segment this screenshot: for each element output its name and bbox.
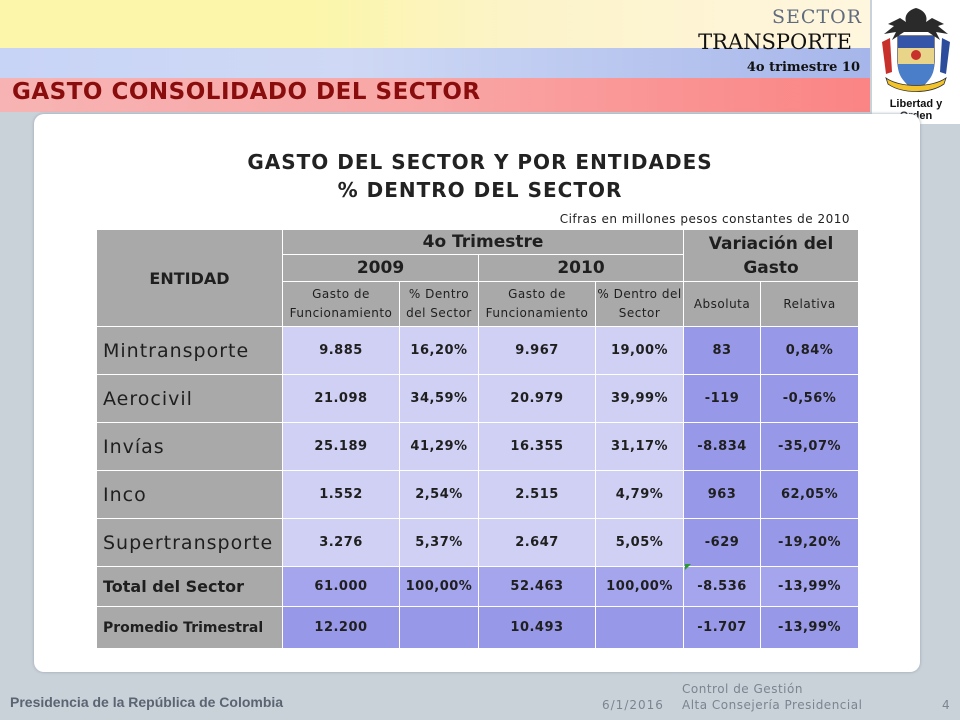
table-subtitle: % DENTRO DEL SECTOR bbox=[337, 178, 623, 202]
average-label: Promedio Trimestral bbox=[96, 606, 283, 649]
cell-gasto-2010: 16.355 bbox=[478, 422, 596, 471]
cell-gasto-2010: 2.647 bbox=[478, 518, 596, 567]
cell-gasto-2009: 9.885 bbox=[282, 326, 400, 375]
footer-control-line1: Control de Gestión bbox=[682, 682, 803, 696]
header-gasto-2010: Gasto de Funcionamiento bbox=[478, 281, 596, 327]
cell-relativa: 0,84% bbox=[760, 326, 860, 375]
cell-relativa: -0,56% bbox=[760, 374, 860, 423]
cell-absoluta: -629 bbox=[683, 518, 762, 567]
total-pct-2009: 100,00% bbox=[399, 566, 479, 607]
header-variacion: Variación del Gasto bbox=[683, 229, 860, 282]
header-band-red bbox=[0, 78, 870, 112]
cell-pct-2010: 5,05% bbox=[594, 518, 685, 567]
header-relativa: Relativa bbox=[760, 281, 860, 327]
cell-gasto-2009: 21.098 bbox=[282, 374, 400, 423]
header-pct-2010: % Dentro del Sector bbox=[594, 281, 685, 327]
header-band-blue bbox=[0, 48, 870, 78]
cell-gasto-2009: 25.189 bbox=[282, 422, 400, 471]
total-label: Total del Sector bbox=[96, 566, 283, 607]
table-title: GASTO DEL SECTOR Y POR ENTIDADES bbox=[247, 150, 713, 174]
table-note: Cifras en millones pesos constantes de 2… bbox=[559, 212, 850, 226]
cell-pct-2009: 41,29% bbox=[399, 422, 479, 471]
footer-organization: Presidencia de la República de Colombia bbox=[10, 694, 284, 710]
table-row: Mintransporte 9.885 16,20% 9.967 19,00% … bbox=[96, 326, 860, 375]
header-trimestre: 4o trimestre 10 bbox=[746, 60, 860, 75]
cell-pct-2010: 4,79% bbox=[594, 470, 685, 519]
expense-table: ENTIDAD 4o Trimestre Variación del Gasto… bbox=[96, 229, 860, 649]
table-row: Aerocivil 21.098 34,59% 20.979 39,99% -1… bbox=[96, 374, 860, 423]
cell-pct-2009: 16,20% bbox=[399, 326, 479, 375]
average-row: Promedio Trimestral 12.200 10.493 -1.707… bbox=[96, 606, 860, 649]
footer-control-line2: Alta Consejería Presidencial bbox=[682, 698, 863, 712]
coat-of-arms-icon bbox=[882, 8, 950, 92]
header-year-2010: 2010 bbox=[477, 254, 685, 282]
entity-name: Aerocivil bbox=[96, 374, 283, 423]
cell-gasto-2009: 3.276 bbox=[282, 518, 400, 567]
total-gasto-2010: 52.463 bbox=[478, 566, 596, 607]
total-row: Total del Sector 61.000 100,00% 52.463 1… bbox=[96, 566, 860, 607]
cell-comment-marker bbox=[685, 564, 691, 570]
cell-relativa: 62,05% bbox=[760, 470, 860, 519]
header-sector: SECTOR bbox=[772, 6, 862, 28]
entity-name: Inco bbox=[96, 470, 283, 519]
average-gasto-2010: 10.493 bbox=[478, 606, 596, 649]
average-relativa: -13,99% bbox=[760, 606, 860, 649]
footer-page-number: 4 bbox=[942, 698, 950, 712]
average-gasto-2009: 12.200 bbox=[282, 606, 400, 649]
cell-gasto-2010: 2.515 bbox=[478, 470, 596, 519]
cell-pct-2009: 2,54% bbox=[399, 470, 479, 519]
footer-date: 6/1/2016 bbox=[602, 698, 664, 712]
entity-name: Invías bbox=[96, 422, 283, 471]
cell-relativa: -35,07% bbox=[760, 422, 860, 471]
cell-relativa: -19,20% bbox=[760, 518, 860, 567]
header-trimestre-group: 4o Trimestre bbox=[281, 229, 685, 255]
cell-pct-2010: 31,17% bbox=[594, 422, 685, 471]
cell-pct-2009: 5,37% bbox=[399, 518, 479, 567]
header-band-yellow bbox=[0, 0, 870, 48]
header-transporte: TRANSPORTE bbox=[698, 30, 852, 54]
entity-name: Mintransporte bbox=[96, 326, 283, 375]
table-row: Inco 1.552 2,54% 2.515 4,79% 963 62,05% bbox=[96, 470, 860, 519]
cell-gasto-2009: 1.552 bbox=[282, 470, 400, 519]
header-gasto-2009: Gasto de Funcionamiento bbox=[282, 281, 400, 327]
average-pct-2010 bbox=[594, 606, 685, 649]
header-pct-2009: % Dentro del Sector bbox=[399, 281, 479, 327]
cell-absoluta: 963 bbox=[683, 470, 762, 519]
slide-title: GASTO CONSOLIDADO DEL SECTOR bbox=[12, 79, 481, 105]
cell-pct-2009: 34,59% bbox=[399, 374, 479, 423]
table-row: Invías 25.189 41,29% 16.355 31,17% -8.83… bbox=[96, 422, 860, 471]
header-absoluta: Absoluta bbox=[683, 281, 762, 327]
cell-gasto-2010: 9.967 bbox=[478, 326, 596, 375]
cell-pct-2010: 39,99% bbox=[594, 374, 685, 423]
cell-pct-2010: 19,00% bbox=[594, 326, 685, 375]
total-absoluta: -8.536 bbox=[683, 566, 762, 607]
total-gasto-2009: 61.000 bbox=[282, 566, 400, 607]
header-entidad: ENTIDAD bbox=[96, 229, 283, 327]
cell-absoluta: 83 bbox=[683, 326, 762, 375]
cell-absoluta: -8.834 bbox=[683, 422, 762, 471]
table-row: Supertransporte 3.276 5,37% 2.647 5,05% … bbox=[96, 518, 860, 567]
total-relativa: -13,99% bbox=[760, 566, 860, 607]
cell-gasto-2010: 20.979 bbox=[478, 374, 596, 423]
entity-name: Supertransporte bbox=[96, 518, 283, 567]
coat-of-arms-logo: Libertad y Orden bbox=[872, 0, 960, 124]
average-absoluta: -1.707 bbox=[683, 606, 762, 649]
header-year-2009: 2009 bbox=[282, 254, 479, 282]
cell-absoluta: -119 bbox=[683, 374, 762, 423]
total-pct-2010: 100,00% bbox=[594, 566, 685, 607]
average-pct-2009 bbox=[399, 606, 479, 649]
